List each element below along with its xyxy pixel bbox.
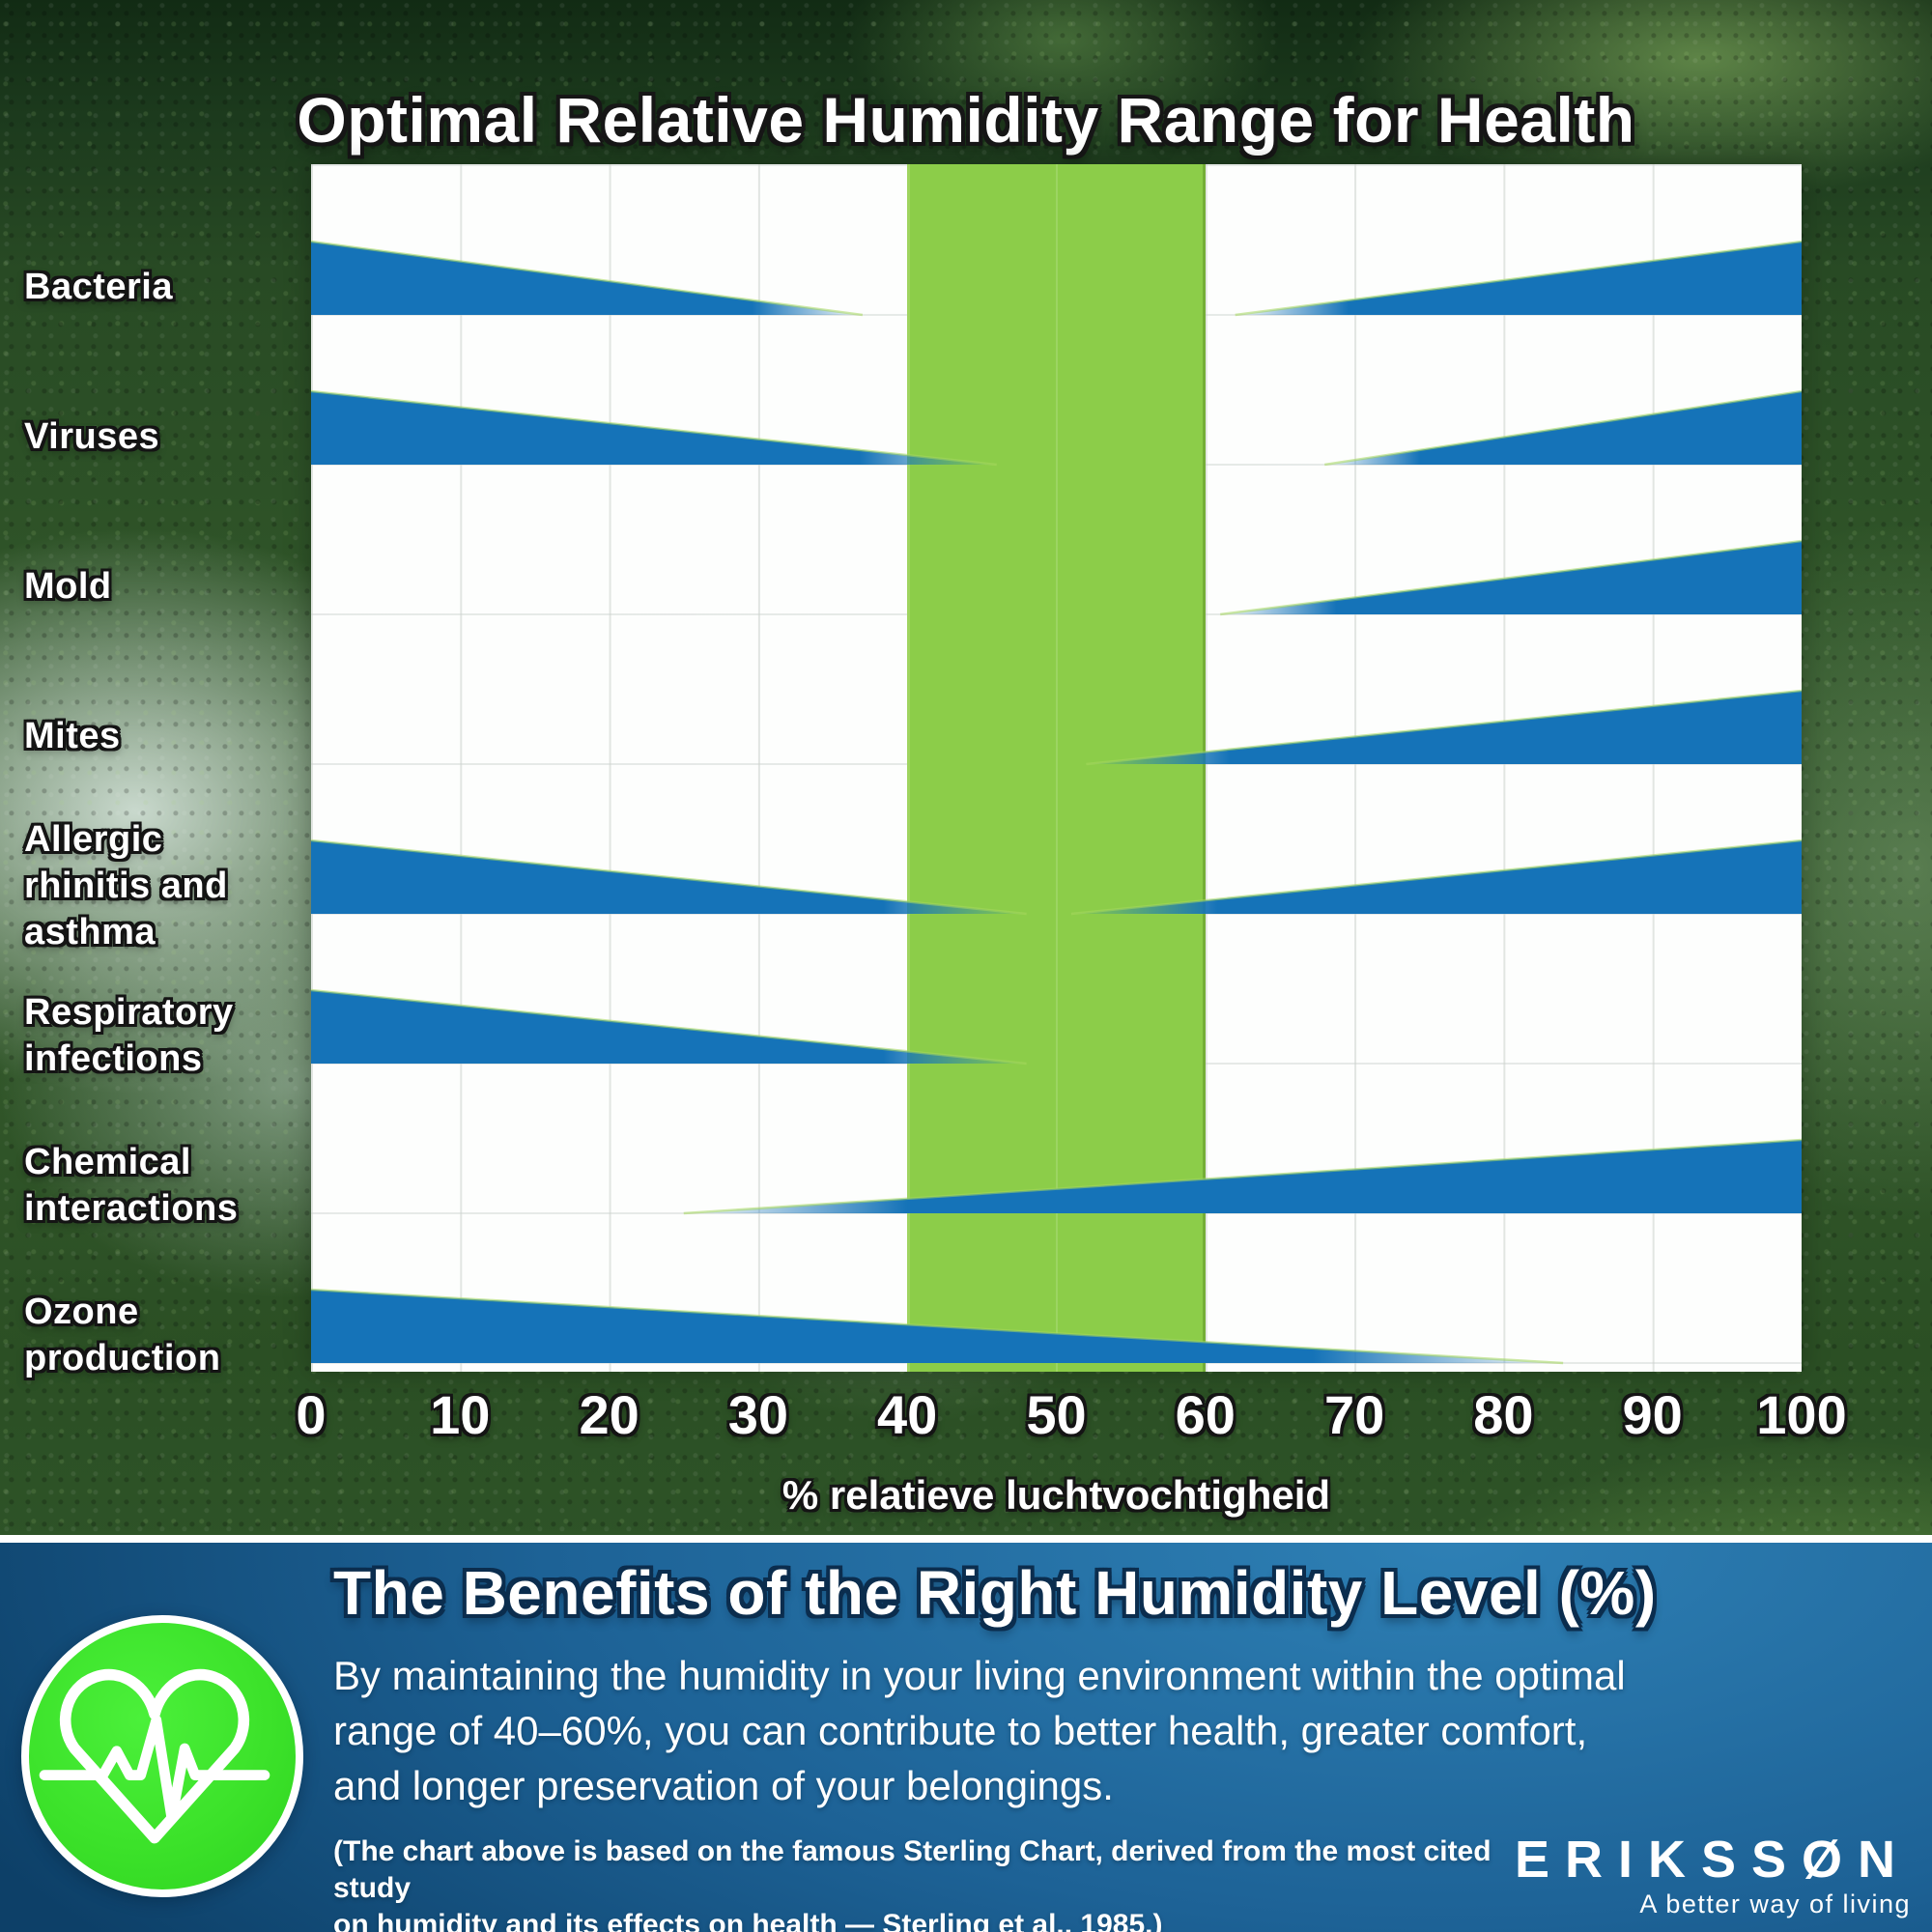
wedge-increase-chemical-interactions-edge	[683, 1138, 1802, 1215]
x-tick-70: 70	[1323, 1384, 1385, 1445]
x-tick-0: 0	[296, 1384, 327, 1445]
wedge-decrease-bacteria-edge	[311, 240, 864, 317]
study-note: (The chart above is based on the famous …	[333, 1833, 1531, 1932]
wedge-decrease-allergic-rhinitis-and-asthma-edge	[311, 838, 1027, 916]
x-tick-40: 40	[877, 1384, 938, 1445]
x-tick-100: 100	[1756, 1384, 1847, 1445]
x-tick-10: 10	[430, 1384, 491, 1445]
benefits-panel	[0, 1543, 1932, 1932]
brand-block: ERIKSSØN A better way of living	[1428, 1832, 1911, 1918]
category-label-ozone-production: Ozone production	[24, 1292, 221, 1378]
category-label-respiratory-infections: Respiratory infections	[24, 992, 234, 1079]
benefits-line-1: By maintaining the humidity in your livi…	[333, 1653, 1626, 1698]
study-note-line-2: on humidity and its effects on health — …	[333, 1909, 1163, 1932]
wedge-increase-viruses-edge	[1324, 389, 1802, 467]
x-tick-20: 20	[579, 1384, 639, 1445]
category-label-bacteria: Bacteria	[24, 267, 173, 307]
brand-logo: ERIKSSØN	[1514, 1831, 1911, 1889]
study-note-line-1: (The chart above is based on the famous …	[333, 1835, 1492, 1904]
heart-pulse-glyph	[39, 1668, 270, 1844]
brand-tagline: A better way of living	[1639, 1889, 1911, 1918]
page-title: Optimal Relative Humidity Range for Heal…	[297, 84, 1635, 156]
benefits-paragraph: By maintaining the humidity in your livi…	[333, 1648, 1802, 1813]
heart-pulse-icon	[21, 1615, 303, 1897]
benefits-line-3: and longer preservation of your belongin…	[333, 1763, 1114, 1808]
chart-plot-area	[311, 164, 1802, 1372]
wedge-increase-allergic-rhinitis-and-asthma-edge	[1070, 838, 1802, 916]
category-label-allergic-rhinitis-and-asthma: Allergic rhinitis and asthma	[24, 819, 228, 952]
x-tick-80: 80	[1473, 1384, 1534, 1445]
category-label-viruses: Viruses	[24, 416, 160, 457]
x-axis-title: % relatieve luchtvochtigheid	[781, 1472, 1331, 1518]
wedge-decrease-respiratory-infections-edge	[311, 988, 1027, 1065]
category-label-mites: Mites	[24, 716, 121, 756]
category-label-chemical-interactions: Chemical interactions	[24, 1142, 239, 1229]
benefits-heading: The Benefits of the Right Humidity Level…	[333, 1558, 1657, 1628]
x-tick-50: 50	[1026, 1384, 1087, 1445]
divider-line	[0, 1535, 1932, 1543]
x-tick-60: 60	[1175, 1384, 1236, 1445]
x-tick-90: 90	[1622, 1384, 1683, 1445]
wedge-increase-mites-edge	[1086, 689, 1802, 766]
wedge-decrease-ozone-production-edge	[311, 1288, 1564, 1365]
band-midline	[1056, 164, 1059, 1372]
wedge-decrease-viruses-edge	[311, 389, 997, 467]
optimal-humidity-band	[907, 164, 1206, 1372]
wedge-increase-mold-edge	[1220, 539, 1802, 616]
category-label-mold: Mold	[24, 566, 112, 607]
humidity-effect-wedges	[311, 240, 1802, 1365]
wedge-increase-bacteria-edge	[1235, 240, 1802, 317]
benefits-line-2: range of 40–60%, you can contribute to b…	[333, 1708, 1588, 1753]
x-tick-30: 30	[727, 1384, 789, 1445]
